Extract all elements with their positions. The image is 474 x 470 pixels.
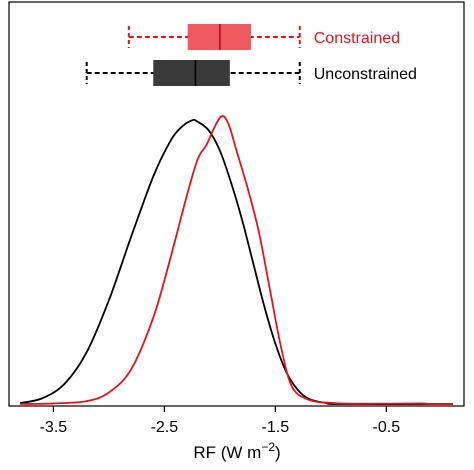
x-axis-label: RF (W m−2) [193,440,280,462]
unconstrained-box [153,60,230,86]
boxplots: Constrained Unconstrained [85,24,417,86]
x-axis-label-suffix: ) [275,443,281,462]
plot-frame [8,1,465,407]
x-tick-label-1: -2.5 [151,419,179,436]
x-tick-label-3: -0.5 [373,419,401,436]
density-curves [19,115,453,405]
x-tick-label-0: -3.5 [40,419,68,436]
legend-label-unconstrained: Unconstrained [314,66,417,83]
density-curve-unconstrained [19,119,453,405]
density-curve-constrained [20,115,453,405]
x-tick-label-2: -1.5 [262,419,290,436]
legend-label-constrained: Constrained [314,30,400,47]
x-axis-ticks: -3.5 -2.5 -1.5 -0.5 [40,406,401,436]
x-axis-label-main: RF (W m [193,443,261,462]
x-axis-label-superscript: −2 [261,440,275,454]
